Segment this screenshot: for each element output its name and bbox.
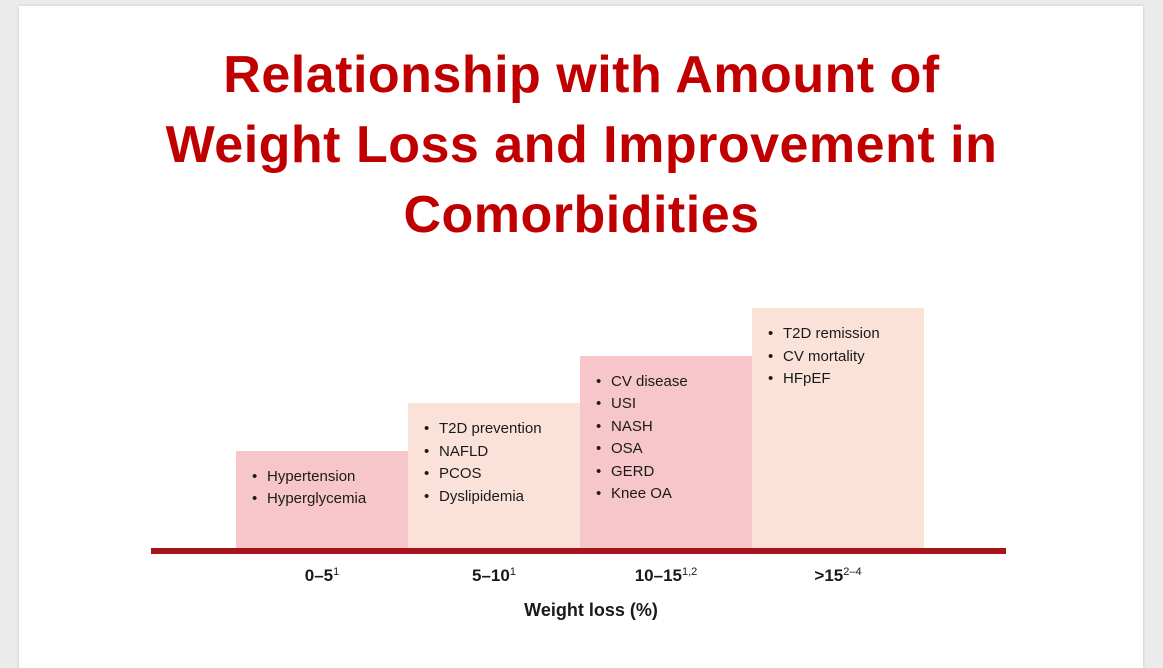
bullet-icon: •	[596, 372, 602, 390]
bullet-icon: •	[424, 420, 430, 437]
reference-superscript: 1,2	[681, 566, 698, 578]
chart-bar: • Hypertension • Hyperglycemia	[236, 450, 408, 548]
chart-bar: • CV disease • USI • NASH • OSA • GERD • Knee …	[580, 355, 752, 548]
comorbidity-item: • USI	[596, 393, 752, 416]
comorbidity-item: • CV mortality	[768, 346, 924, 369]
x-tick-label: >152–4	[814, 566, 862, 585]
comorbidity-item: • Hypertension	[252, 466, 408, 489]
bullet-icon: •	[596, 440, 602, 457]
comorbidity-item: • HFpEF	[768, 368, 924, 391]
comorbidity-item: • NASH	[596, 416, 752, 439]
comorbidity-item: • Hyperglycemia	[252, 488, 408, 511]
comorbidity-item: • T2D remission	[768, 323, 924, 346]
reference-superscript: 2–4	[843, 566, 862, 578]
title-line: Weight Loss and Improvement in	[165, 116, 998, 174]
bullet-icon: •	[768, 370, 774, 387]
comorbidity-item: • GERD	[596, 461, 752, 484]
x-tick-label: 0–51	[304, 566, 340, 585]
title-line: Comorbidities	[403, 186, 760, 244]
x-tick-label: 5–101	[472, 566, 516, 585]
slide	[19, 6, 1143, 668]
bullet-icon: •	[252, 467, 258, 485]
comorbidity-item: • NAFLD	[424, 441, 580, 464]
x-tick-label: 10–151,2	[634, 566, 698, 585]
reference-superscript: 1	[333, 566, 340, 578]
comorbidity-item: • CV disease	[596, 371, 752, 394]
x-axis-label: Weight loss (%)	[524, 600, 658, 620]
bullet-icon: •	[596, 417, 602, 435]
bullet-icon: •	[424, 442, 430, 460]
comorbidity-item: • OSA	[596, 438, 752, 461]
bullet-icon: •	[424, 487, 430, 505]
bullet-icon: •	[424, 465, 430, 482]
title-line: Relationship with Amount of	[223, 46, 940, 104]
comorbidity-item: • T2D prevention	[424, 418, 580, 441]
bullet-icon: •	[768, 325, 774, 342]
bullet-icon: •	[768, 347, 774, 365]
chart-baseline	[151, 548, 1006, 554]
chart-bar: • T2D prevention • NAFLD • PCOS • Dyslipidem…	[408, 403, 580, 548]
reference-superscript: 1	[509, 566, 516, 578]
bullet-icon: •	[596, 462, 602, 480]
bullet-icon: •	[596, 485, 602, 502]
chart-bar: • T2D remission • CV mortality • HFpEF	[752, 308, 924, 548]
comorbidity-item: • Dyslipidemia	[424, 486, 580, 509]
bullet-icon: •	[252, 490, 258, 507]
bullet-icon: •	[596, 395, 602, 412]
comorbidity-item: • PCOS	[424, 463, 580, 486]
comorbidity-item: • Knee OA	[596, 483, 752, 506]
slide-title: Relationship with Amount of Weight Loss …	[0, 40, 1163, 250]
